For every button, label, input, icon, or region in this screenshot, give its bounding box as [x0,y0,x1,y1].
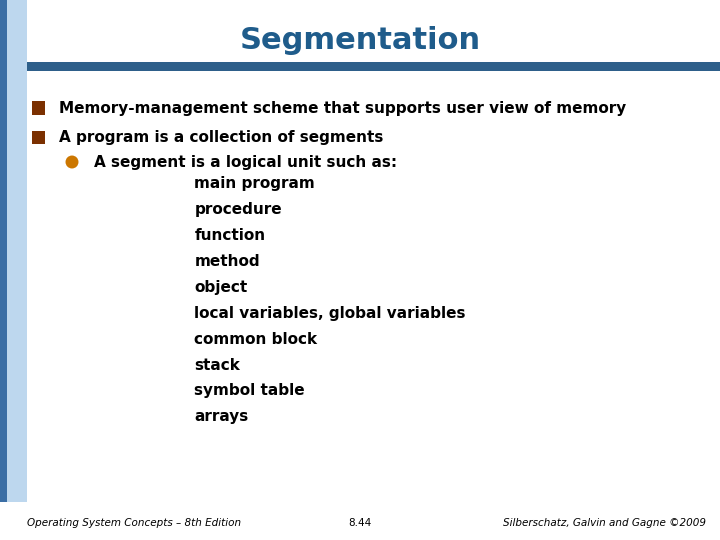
Text: main program: main program [194,176,315,191]
Text: symbol table: symbol table [194,383,305,399]
Text: procedure: procedure [194,202,282,217]
Text: object: object [194,280,248,295]
FancyBboxPatch shape [32,131,45,144]
Text: Memory-management scheme that supports user view of memory: Memory-management scheme that supports u… [59,100,626,116]
Text: Segmentation: Segmentation [240,26,480,55]
FancyBboxPatch shape [27,62,720,71]
FancyBboxPatch shape [0,502,720,540]
Ellipse shape [66,156,78,168]
Text: common block: common block [194,332,318,347]
Text: Silberschatz, Galvin and Gagne ©2009: Silberschatz, Galvin and Gagne ©2009 [503,518,706,528]
FancyBboxPatch shape [32,101,45,114]
Text: 8.44: 8.44 [348,518,372,528]
Text: A segment is a logical unit such as:: A segment is a logical unit such as: [94,154,397,170]
Text: A program is a collection of segments: A program is a collection of segments [59,130,384,145]
Text: arrays: arrays [194,409,248,424]
Text: local variables, global variables: local variables, global variables [194,306,466,321]
FancyBboxPatch shape [0,0,7,502]
FancyBboxPatch shape [7,0,27,502]
Text: Operating System Concepts – 8th Edition: Operating System Concepts – 8th Edition [27,518,241,528]
Text: method: method [194,254,260,269]
Text: stack: stack [194,357,240,373]
Text: function: function [194,228,266,243]
